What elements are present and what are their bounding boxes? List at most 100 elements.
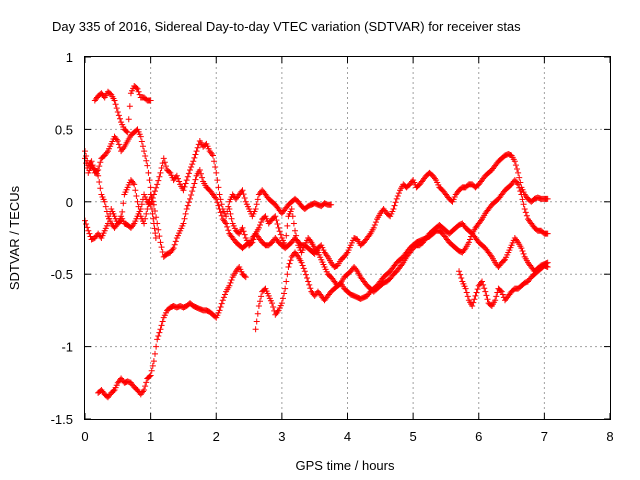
data-point-marker xyxy=(192,151,199,158)
data-point-marker xyxy=(208,151,215,158)
data-point-marker xyxy=(166,168,173,175)
data-point-marker xyxy=(97,159,104,166)
data-point-marker xyxy=(218,201,225,208)
data-point-marker xyxy=(469,303,476,310)
data-point-marker xyxy=(470,299,477,306)
data-point-marker xyxy=(242,274,249,281)
data-point-marker xyxy=(148,198,155,205)
data-point-marker xyxy=(143,157,150,164)
series-trace-9 xyxy=(456,262,551,310)
data-point-marker xyxy=(113,136,120,143)
data-point-marker xyxy=(226,282,233,289)
data-point-marker xyxy=(152,235,159,241)
data-point-marker xyxy=(241,194,248,201)
data-point-marker xyxy=(180,220,187,227)
data-point-marker xyxy=(240,228,247,235)
data-point-marker xyxy=(516,184,523,191)
data-point-marker xyxy=(432,175,438,182)
data-point-marker xyxy=(288,206,295,213)
data-point-marker xyxy=(111,97,118,104)
data-point-marker xyxy=(131,181,138,188)
data-point-marker xyxy=(372,219,379,226)
x-axis-label: GPS time / hours xyxy=(296,458,395,473)
data-point-marker xyxy=(187,166,193,173)
data-point-marker xyxy=(305,278,312,285)
data-point-marker xyxy=(156,173,163,180)
data-point-marker xyxy=(511,158,518,165)
y-tick-label: -0.5 xyxy=(51,267,73,282)
data-point-marker xyxy=(85,227,92,234)
data-point-marker xyxy=(307,285,314,292)
data-point-marker xyxy=(213,169,220,176)
data-point-marker xyxy=(157,326,164,333)
data-point-marker xyxy=(302,271,309,278)
data-point-marker xyxy=(152,230,159,237)
data-point-marker xyxy=(219,297,226,304)
data-point-marker xyxy=(467,236,473,243)
data-point-marker xyxy=(160,155,167,162)
data-point-marker xyxy=(159,248,166,255)
data-point-marker xyxy=(484,296,491,303)
y-tick-label: -1 xyxy=(61,340,73,355)
data-point-marker xyxy=(86,230,93,237)
data-point-marker xyxy=(153,214,160,221)
data-point-marker xyxy=(458,275,465,282)
data-point-marker xyxy=(171,241,178,248)
data-point-marker xyxy=(457,271,464,278)
data-point-marker xyxy=(135,88,142,95)
y-axis-label: SDTVAR / TECUs xyxy=(7,185,22,290)
data-point-marker xyxy=(281,290,288,297)
data-point-marker xyxy=(313,248,320,255)
data-point-marker xyxy=(473,289,480,296)
data-point-marker xyxy=(188,164,195,171)
data-point-marker xyxy=(84,224,91,231)
data-point-marker xyxy=(293,232,300,239)
data-point-marker xyxy=(462,285,469,292)
data-point-marker xyxy=(353,266,360,273)
data-point-marker xyxy=(471,296,478,303)
data-point-marker xyxy=(147,184,154,191)
data-point-marker xyxy=(227,279,234,286)
data-point-marker xyxy=(173,172,180,179)
data-point-marker xyxy=(216,307,223,314)
data-point-marker xyxy=(114,109,121,116)
data-point-marker xyxy=(497,287,504,294)
grid xyxy=(85,57,610,419)
data-point-marker xyxy=(215,202,222,209)
data-point-marker xyxy=(222,219,228,226)
data-point-marker xyxy=(83,221,90,228)
data-point-marker xyxy=(522,209,529,216)
data-point-marker xyxy=(182,180,189,187)
data-point-marker xyxy=(197,170,204,177)
data-point-marker xyxy=(395,190,402,197)
data-point-marker xyxy=(500,257,507,264)
data-point-marker xyxy=(150,215,157,222)
data-point-marker xyxy=(153,184,160,191)
data-point-marker xyxy=(154,336,161,343)
data-point-marker xyxy=(156,329,163,336)
data-point-marker xyxy=(274,308,281,315)
y-tick-label: 0 xyxy=(66,195,73,210)
data-point-marker xyxy=(279,295,286,302)
data-point-marker xyxy=(253,201,260,208)
y-tick-label: 0.5 xyxy=(55,122,73,137)
x-tick-label: 3 xyxy=(278,429,285,444)
data-point-marker xyxy=(255,303,262,310)
data-point-marker xyxy=(276,228,283,235)
data-point-marker xyxy=(217,209,224,216)
data-point-marker xyxy=(479,278,486,285)
data-point-marker xyxy=(272,213,279,220)
data-point-marker xyxy=(95,172,102,179)
data-point-marker xyxy=(283,232,290,239)
data-point-marker xyxy=(185,170,192,177)
data-point-marker xyxy=(112,101,119,108)
data-point-marker xyxy=(211,158,218,165)
data-point-marker xyxy=(514,237,521,244)
data-point-marker xyxy=(370,224,377,231)
data-point-marker xyxy=(119,208,126,215)
data-point-marker xyxy=(193,148,200,155)
data-point-marker xyxy=(477,217,484,224)
data-point-marker xyxy=(306,281,313,288)
data-point-marker xyxy=(155,177,162,184)
data-point-marker xyxy=(158,322,165,329)
